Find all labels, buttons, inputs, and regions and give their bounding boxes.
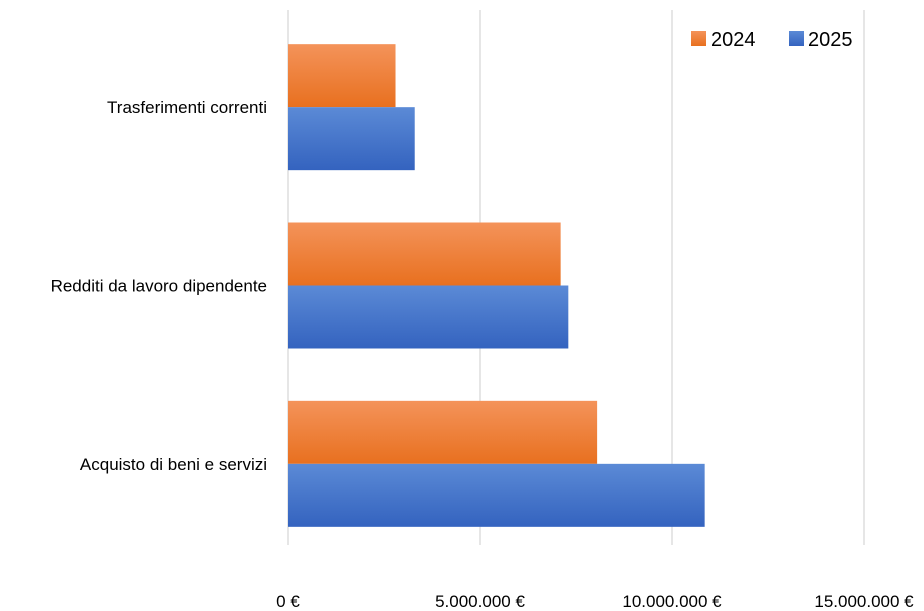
- legend: 2024 2025: [691, 29, 853, 51]
- bar-2025-1: [288, 286, 568, 349]
- x-tick-label-0: 0 €: [276, 592, 300, 611]
- legend-label-2025: 2025: [808, 29, 853, 51]
- category-label-0: Trasferimenti correnti: [107, 98, 267, 117]
- bar-2025-0: [288, 107, 415, 170]
- bar-2024-2: [288, 401, 597, 464]
- bar-2024-1: [288, 223, 561, 286]
- category-labels: Trasferimenti correnti Redditi da lavoro …: [51, 98, 267, 474]
- x-axis-tick-labels: 0 € 5.000.000 € 10.000.000 € 15.000.000 €: [276, 592, 914, 611]
- category-label-1: Redditi da lavoro dipendente: [51, 277, 267, 296]
- bar-2024-0: [288, 44, 396, 107]
- x-tick-label-1: 5.000.000 €: [435, 592, 525, 611]
- bars: [288, 44, 705, 527]
- category-label-2: Acquisto di beni e servizi: [80, 455, 267, 474]
- legend-swatch-2024: [691, 31, 706, 46]
- x-tick-label-2: 10.000.000 €: [622, 592, 722, 611]
- bar-2025-2: [288, 464, 705, 527]
- x-tick-label-3: 15.000.000 €: [814, 592, 914, 611]
- legend-label-2024: 2024: [711, 29, 756, 51]
- legend-swatch-2025: [789, 31, 804, 46]
